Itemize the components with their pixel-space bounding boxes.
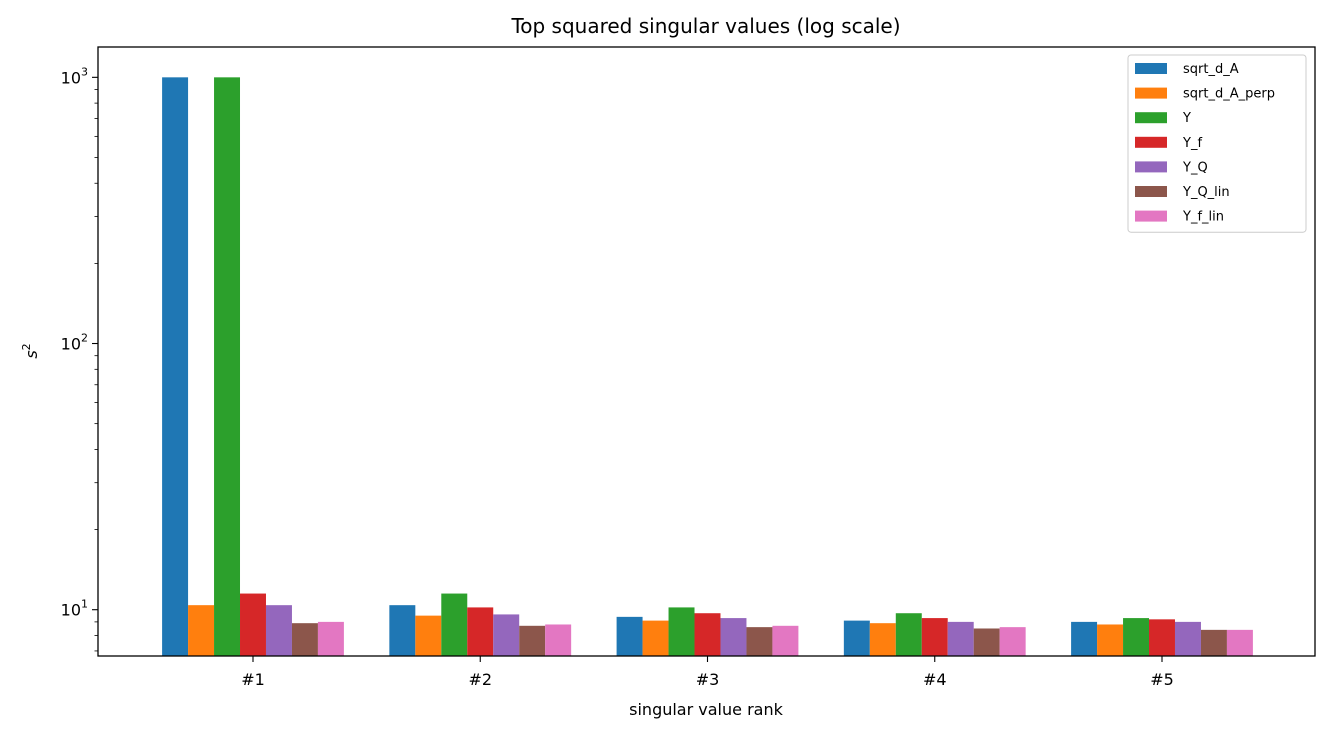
x-axis: #1 #2 #3 #4 #5: [241, 656, 1174, 689]
bar: [616, 616, 643, 656]
bar: [214, 77, 241, 656]
bar: [720, 618, 747, 656]
bar: [1123, 618, 1150, 656]
bar: [1071, 621, 1098, 656]
x-tick-label: #2: [468, 670, 492, 689]
bar: [1174, 621, 1201, 656]
y-tick-label-exp: 2: [81, 332, 88, 345]
legend: sqrt_d_A sqrt_d_A_perp Y Y_f Y_Q Y_Q_lin Y_f_l…: [1127, 54, 1307, 233]
bar: [188, 605, 215, 656]
y-tick-label-base: 10: [61, 335, 81, 354]
bar: [843, 620, 870, 656]
legend-label: Y: [1182, 111, 1191, 126]
y-tick-label-exp: 3: [81, 65, 88, 78]
bar: [1097, 624, 1124, 656]
y-tick-label-base: 10: [61, 68, 81, 87]
legend-swatch: [1135, 136, 1167, 148]
bar: [493, 614, 520, 656]
bar: [441, 593, 468, 656]
legend-label: sqrt_d_A: [1183, 62, 1239, 77]
bar: [162, 77, 189, 656]
y-tick-label-exp: 1: [81, 598, 88, 611]
y-tick-label: 102: [61, 332, 88, 354]
bar: [772, 625, 799, 656]
bar: [545, 624, 572, 656]
bar: [265, 605, 292, 656]
legend-swatch: [1135, 186, 1167, 197]
legend-swatch: [1135, 161, 1167, 173]
bar: [921, 618, 948, 656]
bar: [947, 621, 974, 656]
legend-swatch: [1135, 112, 1167, 124]
bar: [1226, 629, 1253, 656]
bar: [317, 621, 344, 656]
legend-box: [1127, 54, 1307, 233]
bar: [1200, 629, 1227, 656]
legend-label: Y_Q: [1182, 160, 1208, 175]
y-axis-label-sup: 2: [20, 343, 33, 350]
legend-swatch: [1135, 87, 1167, 99]
legend-label: Y_Q_lin: [1182, 185, 1230, 200]
y-tick-label-base: 10: [61, 601, 81, 620]
y-tick-label: 103: [61, 65, 88, 87]
bar: [467, 607, 494, 656]
bars-layer: [162, 77, 1253, 656]
bar: [519, 625, 546, 656]
bar: [746, 627, 773, 656]
x-tick-label: #3: [696, 670, 720, 689]
bar: [291, 623, 318, 656]
bar: [668, 607, 695, 656]
legend-label: Y_f: [1182, 136, 1202, 151]
bar: [389, 605, 416, 656]
bar: [973, 628, 1000, 656]
bar: [694, 613, 721, 656]
chart-title: Top squared singular values (log scale): [510, 14, 900, 38]
x-tick-label: #5: [1150, 670, 1174, 689]
legend-swatch: [1135, 210, 1167, 222]
bar: [415, 615, 442, 656]
x-axis-label: singular value rank: [629, 700, 783, 719]
bar: [642, 620, 669, 656]
bar: [240, 593, 266, 656]
bar: [895, 613, 922, 656]
bar: [1149, 619, 1175, 656]
bar: [869, 623, 896, 656]
x-tick-label: #1: [241, 670, 265, 689]
x-tick-label: #4: [923, 670, 947, 689]
y-tick-label: 101: [61, 598, 88, 620]
plot-frame: [97, 46, 1316, 657]
y-axis-label: s2: [20, 343, 41, 358]
legend-label: sqrt_d_A_perp: [1183, 87, 1275, 102]
y-axis-label-base: s: [22, 350, 41, 358]
bar: [999, 627, 1026, 656]
legend-label: Y_f_lin: [1182, 210, 1224, 225]
legend-swatch: [1135, 63, 1167, 74]
